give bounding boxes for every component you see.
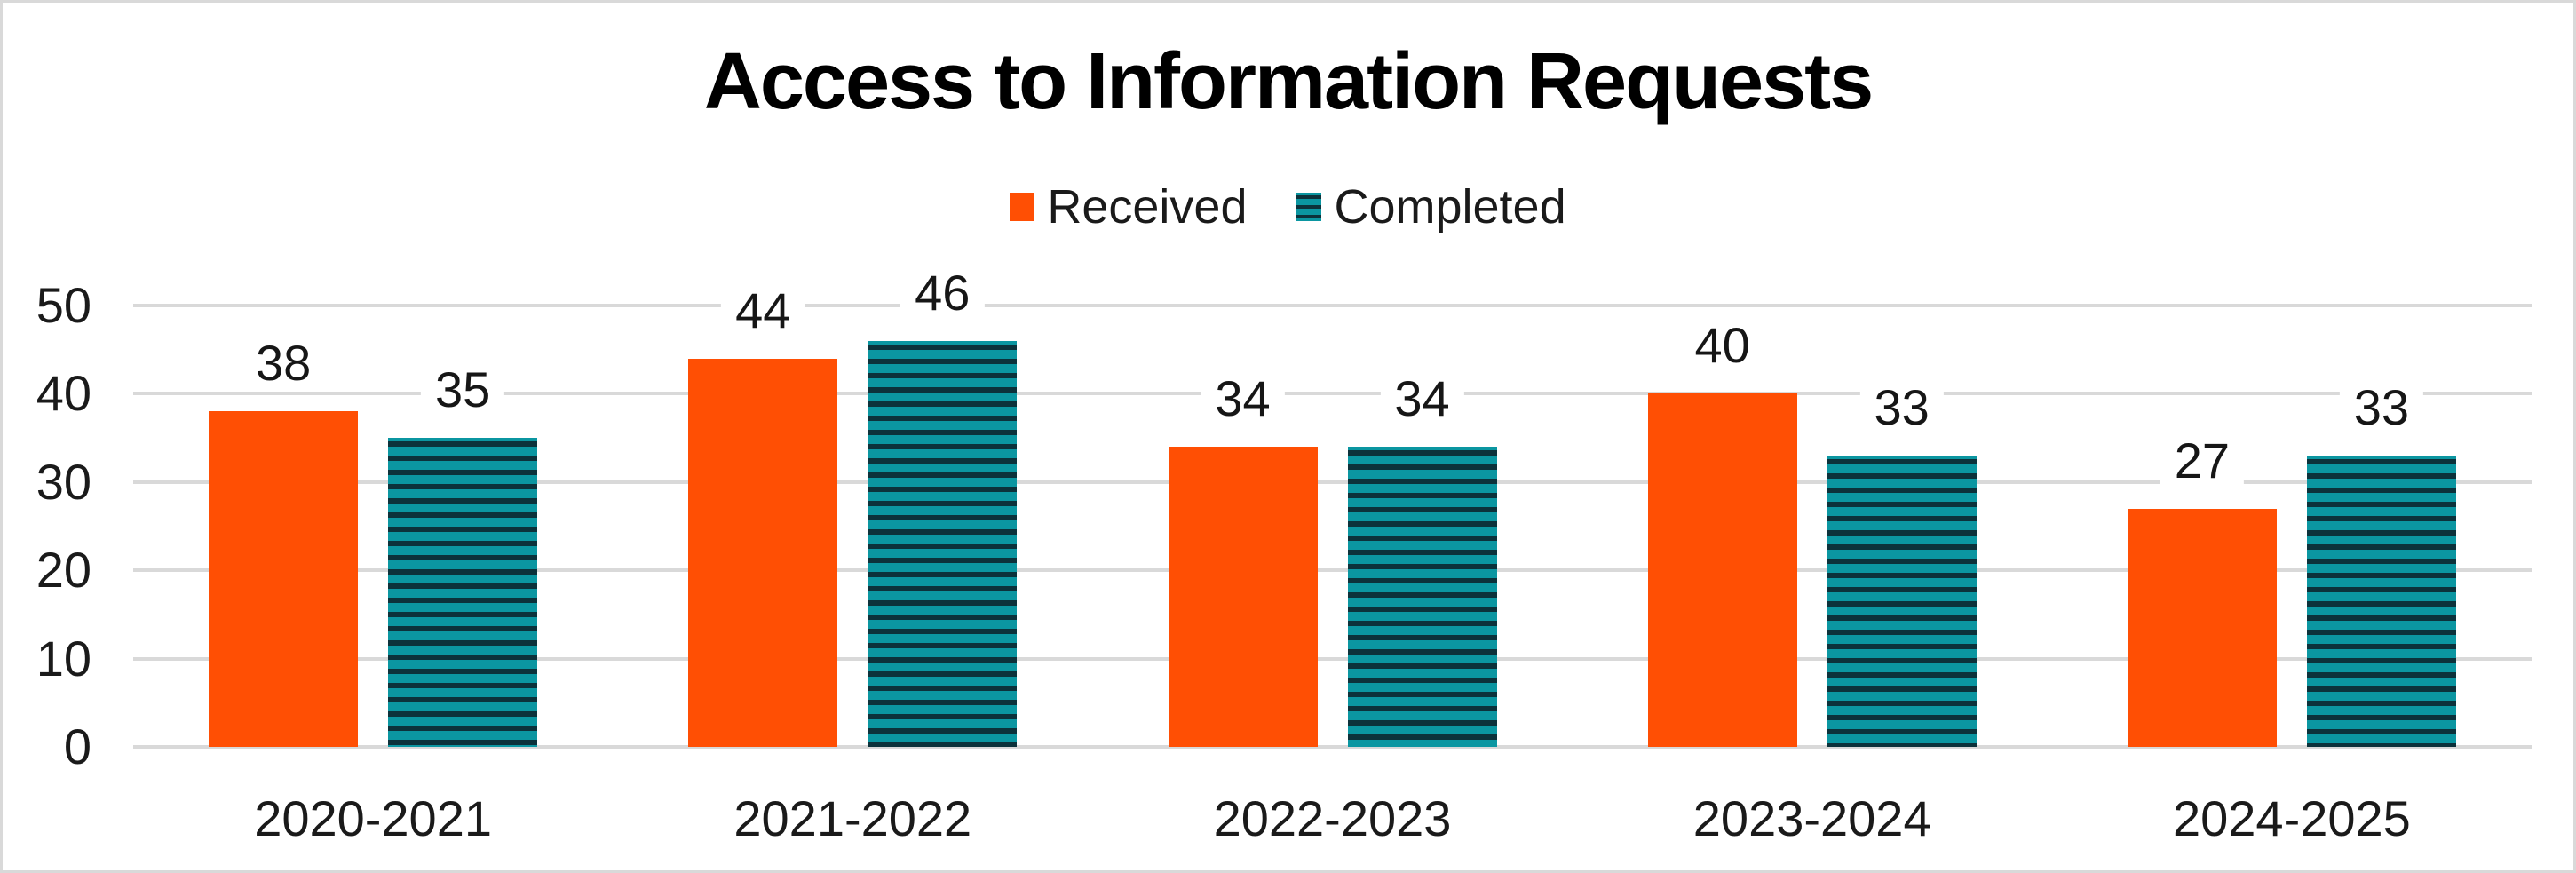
data-label: 35 [420, 361, 505, 419]
data-label: 33 [2339, 378, 2424, 436]
data-label: 34 [1201, 370, 1285, 428]
legend-label-completed: Completed [1334, 180, 1566, 234]
received-swatch-icon [1010, 193, 1035, 221]
y-axis-tick-label: 50 [36, 277, 91, 333]
bar-received [1647, 393, 1797, 747]
data-label: 40 [1680, 317, 1764, 375]
gridline [133, 568, 2532, 573]
data-label: 46 [900, 264, 985, 321]
x-axis-category-label: 2022-2023 [1213, 790, 1452, 846]
x-axis-category-label: 2021-2022 [733, 790, 972, 846]
chart-title: Access to Information Requests [703, 37, 1874, 126]
plot-area: 0 10 20 30 40 50 38 35 2020-2021 44 46 2021-2022 34 3… [3, 3, 2573, 870]
data-label: 27 [2160, 432, 2245, 489]
legend-item-received: Received [1010, 180, 1247, 234]
bar-completed [868, 340, 1018, 747]
data-label: 44 [721, 282, 805, 339]
data-label: 34 [1380, 370, 1464, 428]
bar-completed [2306, 455, 2456, 747]
gridline [133, 304, 2532, 307]
bar-completed [388, 438, 538, 747]
bar-received [2127, 508, 2277, 747]
y-axis-tick-label: 10 [36, 630, 91, 686]
bar-received [209, 411, 359, 747]
gridline [133, 745, 2532, 749]
bar-received [1168, 447, 1318, 747]
data-label: 38 [241, 335, 326, 393]
legend: Received Completed [3, 180, 2573, 234]
y-axis-tick-label: 40 [36, 365, 91, 422]
x-axis-category-label: 2020-2021 [254, 790, 492, 846]
bar-received [688, 358, 838, 747]
y-axis-tick-label: 30 [36, 453, 91, 510]
legend-item-completed: Completed [1296, 180, 1566, 234]
gridline [133, 656, 2532, 661]
completed-swatch-icon [1296, 193, 1322, 221]
data-label: 33 [1859, 378, 1944, 436]
legend-label-received: Received [1047, 180, 1248, 234]
gridline [133, 392, 2532, 396]
y-axis-tick-label: 0 [63, 718, 91, 774]
x-axis-category-label: 2024-2025 [2172, 790, 2411, 846]
y-axis-tick-label: 20 [36, 542, 91, 599]
bar-completed [1827, 455, 1977, 747]
bar-completed [1347, 447, 1497, 747]
gridline [133, 480, 2532, 484]
x-axis-category-label: 2023-2024 [1692, 790, 1931, 846]
